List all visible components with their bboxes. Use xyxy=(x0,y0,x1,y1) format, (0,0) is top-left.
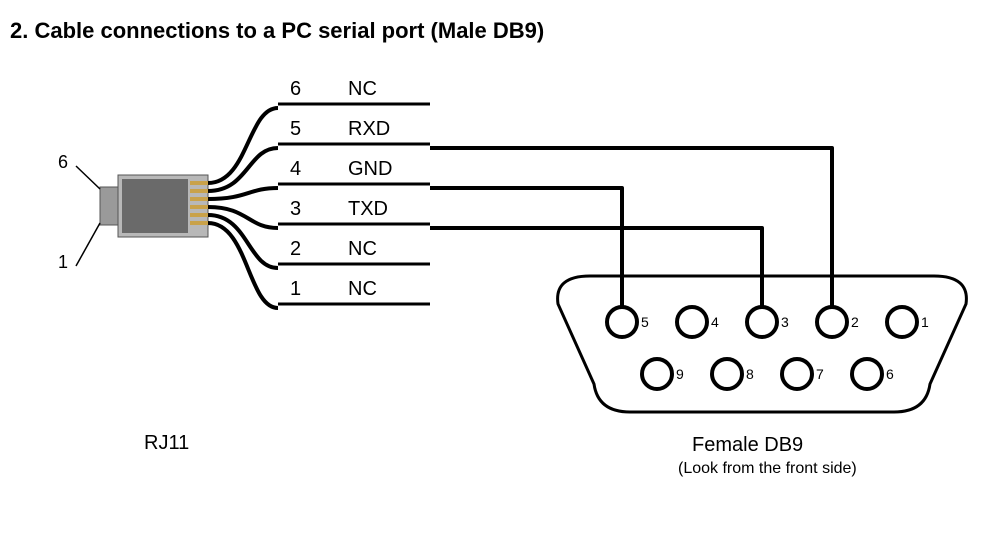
db9-pin-label: 1 xyxy=(921,314,929,330)
db9-pin xyxy=(852,359,882,389)
db9-pin-label: 6 xyxy=(886,366,894,382)
db9-pin xyxy=(782,359,812,389)
diagram-root: 2. Cable connections to a PC serial port… xyxy=(0,0,1007,536)
db9-pin-label: 4 xyxy=(711,314,719,330)
rj11-pin6-label: 6 xyxy=(58,152,68,173)
db9-pin-label: 5 xyxy=(641,314,649,330)
signal-num: 2 xyxy=(290,238,301,261)
db9-pin xyxy=(677,307,707,337)
wiring-svg: 5 4 3 2 1 9 8 7 6 xyxy=(0,0,1007,536)
rj11-pin xyxy=(190,205,208,209)
rj11-pin xyxy=(190,221,208,225)
signal-num: 5 xyxy=(290,118,301,141)
db9-pin-label: 8 xyxy=(746,366,754,382)
db9-sublabel: (Look from the front side) xyxy=(678,460,857,478)
signal-name: NC xyxy=(348,78,377,101)
db9-pin-label: 3 xyxy=(781,314,789,330)
signal-num: 4 xyxy=(290,158,301,181)
db9-pin-label: 9 xyxy=(676,366,684,382)
rj11-pin xyxy=(190,197,208,201)
signal-name: RXD xyxy=(348,118,390,141)
signal-num: 6 xyxy=(290,78,301,101)
db9-pin xyxy=(747,307,777,337)
rj11-label: RJ11 xyxy=(144,432,189,455)
rj11-pin xyxy=(190,213,208,217)
rj11-pin xyxy=(190,181,208,185)
rj11-body-inner xyxy=(122,179,188,233)
db9-pin xyxy=(887,307,917,337)
signal-name: NC xyxy=(348,238,377,261)
signal-num: 1 xyxy=(290,278,301,301)
signal-name: NC xyxy=(348,278,377,301)
db9-pin xyxy=(607,307,637,337)
rj11-clip xyxy=(100,187,118,225)
rj11-pin xyxy=(190,189,208,193)
signal-name: GND xyxy=(348,158,392,181)
rj11-pin1-label: 1 xyxy=(58,252,68,273)
db9-pin xyxy=(712,359,742,389)
db9-pin-label: 2 xyxy=(851,314,859,330)
signal-num: 3 xyxy=(290,198,301,221)
db9-pin xyxy=(817,307,847,337)
db9-label: Female DB9 xyxy=(692,434,803,457)
signal-name: TXD xyxy=(348,198,388,221)
db9-pin xyxy=(642,359,672,389)
db9-pin-label: 7 xyxy=(816,366,824,382)
